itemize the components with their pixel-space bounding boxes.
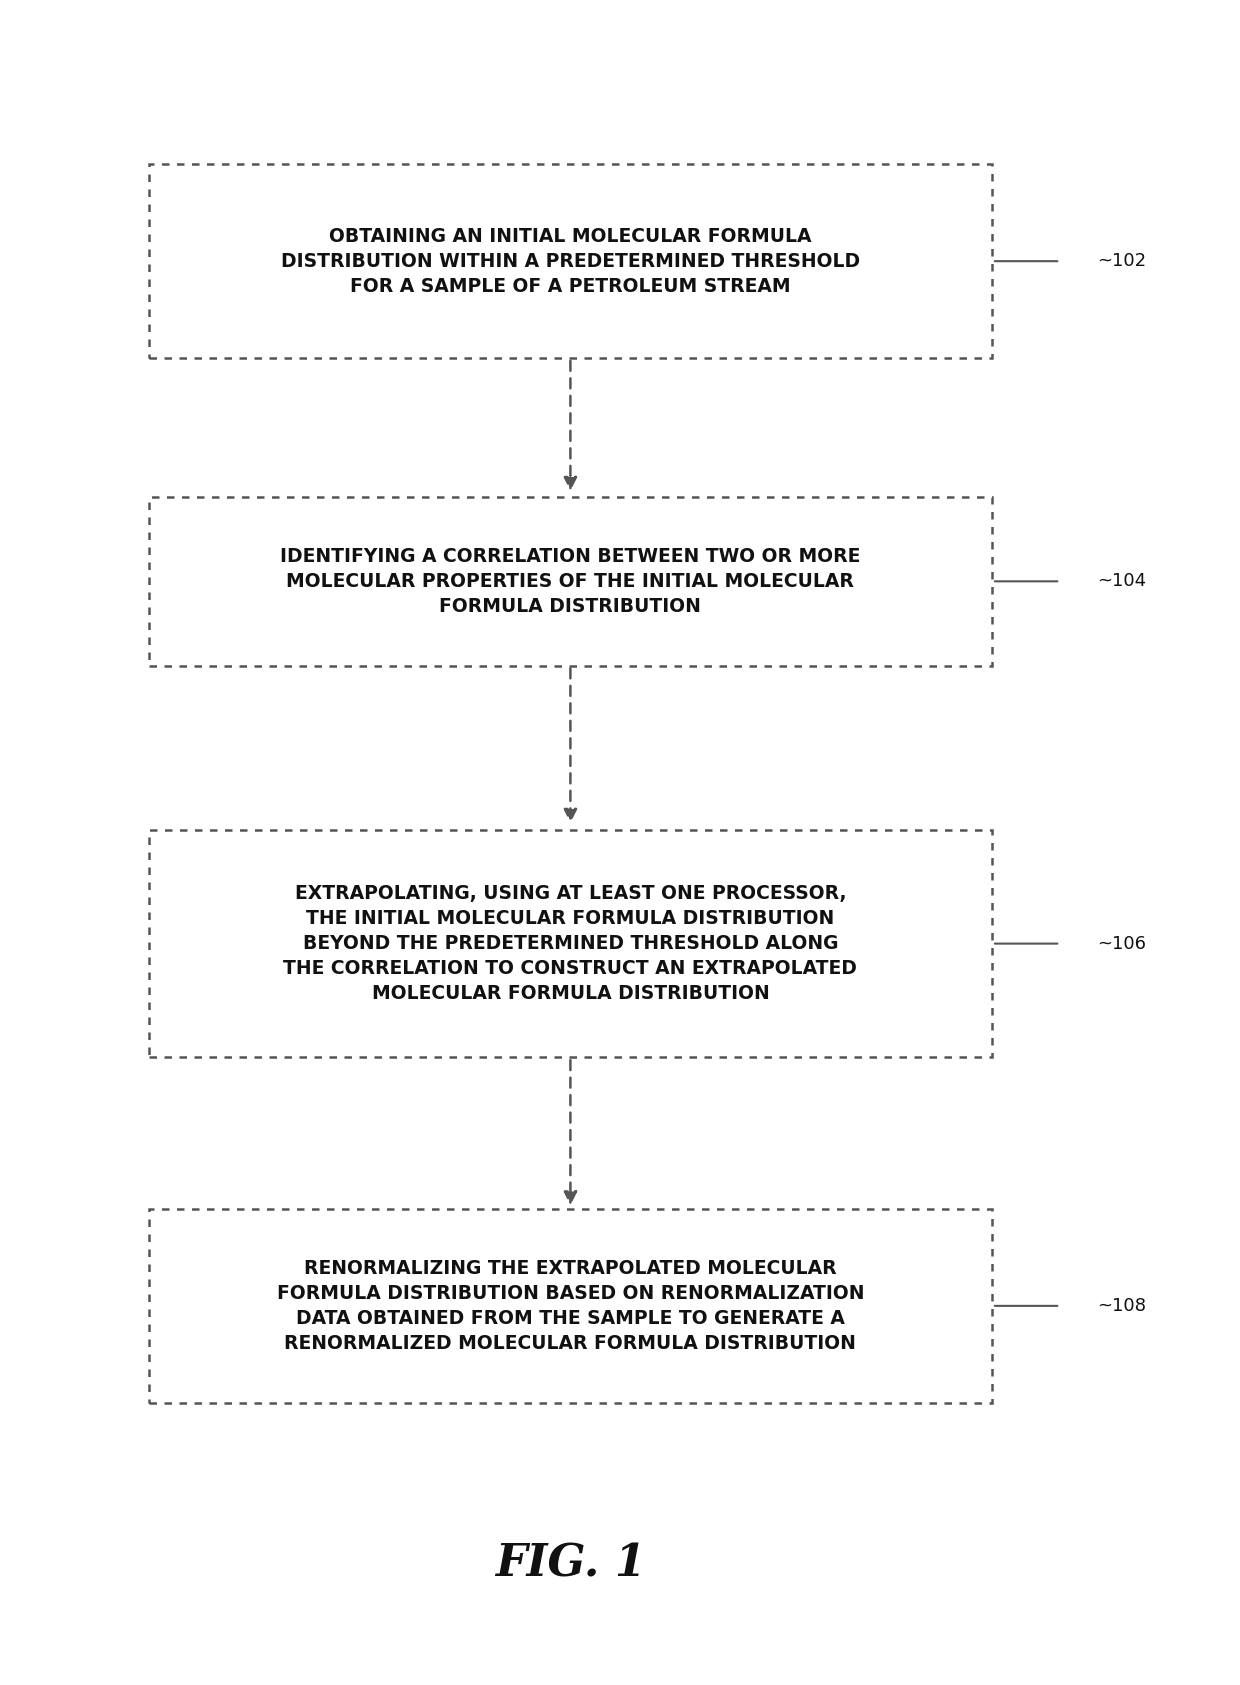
Text: ~104: ~104: [1097, 573, 1147, 590]
FancyBboxPatch shape: [149, 829, 992, 1058]
Text: OBTAINING AN INITIAL MOLECULAR FORMULA
DISTRIBUTION WITHIN A PREDETERMINED THRES: OBTAINING AN INITIAL MOLECULAR FORMULA D…: [280, 227, 861, 295]
FancyBboxPatch shape: [149, 497, 992, 666]
FancyBboxPatch shape: [149, 165, 992, 359]
Text: RENORMALIZING THE EXTRAPOLATED MOLECULAR
FORMULA DISTRIBUTION BASED ON RENORMALI: RENORMALIZING THE EXTRAPOLATED MOLECULAR…: [277, 1259, 864, 1353]
FancyBboxPatch shape: [149, 1210, 992, 1402]
Text: ~102: ~102: [1097, 253, 1147, 270]
Text: ~106: ~106: [1097, 935, 1147, 952]
Text: FIG. 1: FIG. 1: [495, 1542, 646, 1586]
Text: ~108: ~108: [1097, 1297, 1147, 1314]
Text: EXTRAPOLATING, USING AT LEAST ONE PROCESSOR,
THE INITIAL MOLECULAR FORMULA DISTR: EXTRAPOLATING, USING AT LEAST ONE PROCES…: [284, 885, 857, 1003]
Text: IDENTIFYING A CORRELATION BETWEEN TWO OR MORE
MOLECULAR PROPERTIES OF THE INITIA: IDENTIFYING A CORRELATION BETWEEN TWO OR…: [280, 548, 861, 615]
